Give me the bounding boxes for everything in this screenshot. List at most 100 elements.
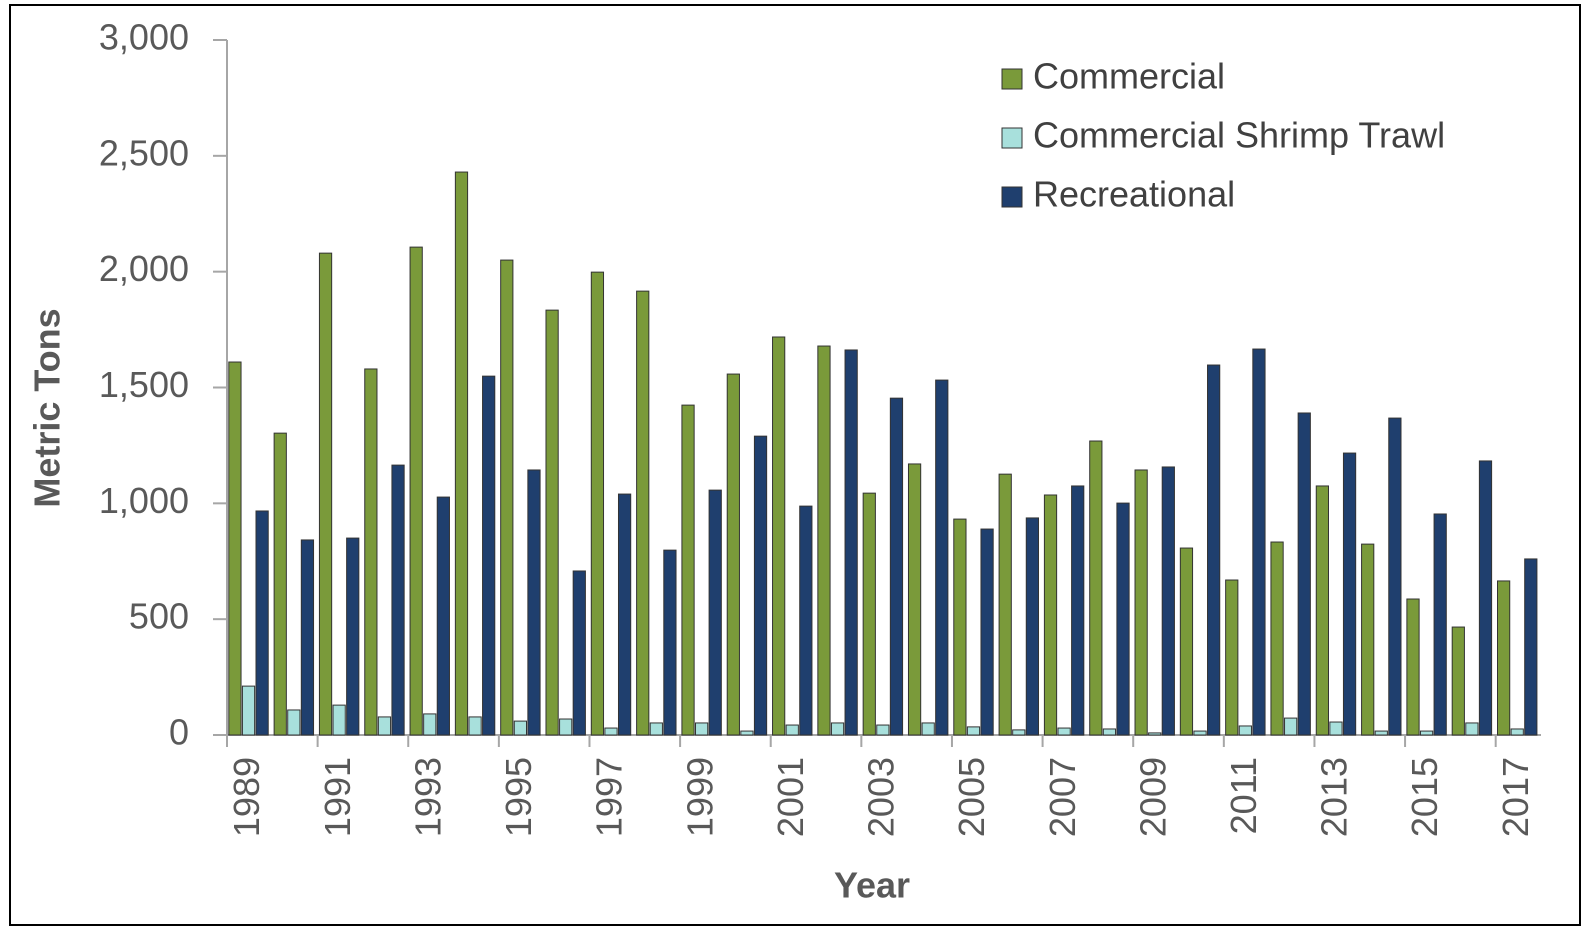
bar bbox=[1161, 466, 1175, 736]
bar bbox=[1478, 460, 1493, 736]
bar bbox=[1374, 730, 1388, 736]
bar bbox=[1524, 558, 1538, 736]
bar bbox=[1089, 440, 1103, 736]
bar bbox=[409, 246, 423, 736]
frame bbox=[9, 4, 1581, 926]
bar bbox=[785, 724, 799, 736]
bar bbox=[1252, 348, 1266, 736]
bar bbox=[391, 464, 405, 736]
bar bbox=[889, 397, 904, 736]
bar bbox=[559, 718, 573, 736]
bar bbox=[772, 336, 786, 736]
bar bbox=[228, 361, 242, 736]
x-tick-label: 2003 bbox=[861, 757, 902, 837]
bar bbox=[1433, 513, 1447, 736]
bar bbox=[907, 463, 922, 736]
bar bbox=[1497, 580, 1511, 736]
bar bbox=[1406, 598, 1420, 736]
legend-swatch bbox=[1001, 68, 1023, 90]
bar bbox=[346, 537, 360, 736]
bar bbox=[1388, 417, 1402, 736]
bar bbox=[590, 271, 605, 736]
y-tick-label: 2,000 bbox=[99, 248, 189, 289]
bar bbox=[1071, 485, 1085, 736]
bar bbox=[513, 720, 528, 736]
bar bbox=[377, 716, 392, 736]
bar bbox=[1116, 502, 1130, 736]
x-tick-label: 2009 bbox=[1132, 757, 1173, 837]
bar bbox=[663, 549, 677, 736]
bar bbox=[500, 259, 514, 736]
bar bbox=[1012, 729, 1026, 736]
bar bbox=[1025, 517, 1040, 736]
bar bbox=[966, 726, 981, 736]
x-axis-title: Year bbox=[834, 865, 910, 906]
bar bbox=[980, 528, 994, 736]
bar bbox=[830, 722, 845, 736]
bar bbox=[1297, 412, 1311, 736]
bar bbox=[1329, 721, 1343, 736]
bar bbox=[844, 349, 858, 736]
bar bbox=[604, 727, 618, 736]
bar bbox=[1315, 485, 1329, 736]
bar bbox=[1270, 541, 1284, 736]
x-tick-label: 1999 bbox=[679, 757, 720, 837]
bar bbox=[1342, 452, 1357, 736]
bar bbox=[1419, 730, 1434, 736]
legend-label: Recreational bbox=[1033, 174, 1235, 215]
bar bbox=[753, 435, 768, 736]
y-tick-label: 500 bbox=[129, 596, 189, 637]
bar bbox=[436, 496, 450, 736]
bar bbox=[1207, 364, 1221, 736]
bar bbox=[799, 505, 813, 736]
bar bbox=[1465, 722, 1479, 736]
bar bbox=[817, 345, 831, 736]
x-tick-label: 2011 bbox=[1223, 757, 1264, 834]
bar bbox=[468, 716, 482, 736]
bar bbox=[935, 379, 949, 736]
x-tick-label: 2015 bbox=[1404, 757, 1445, 837]
x-tick-label: 2013 bbox=[1314, 757, 1355, 837]
legend-swatch bbox=[1001, 186, 1023, 208]
bar bbox=[695, 722, 709, 736]
bar bbox=[318, 252, 333, 736]
bar bbox=[636, 290, 650, 736]
y-tick-label: 1,500 bbox=[99, 364, 189, 405]
bar bbox=[482, 375, 496, 736]
bar bbox=[862, 492, 876, 736]
bar bbox=[1134, 469, 1148, 736]
bar bbox=[649, 722, 663, 736]
legend-label: Commercial Shrimp Trawl bbox=[1033, 115, 1445, 156]
bar bbox=[1510, 728, 1524, 736]
bar bbox=[708, 489, 722, 736]
x-tick-label: 2005 bbox=[951, 757, 992, 837]
bar bbox=[998, 473, 1012, 736]
bar bbox=[300, 539, 315, 736]
x-tick-label: 1997 bbox=[589, 757, 630, 837]
bar bbox=[726, 373, 740, 736]
bar bbox=[241, 685, 256, 736]
x-tick-label: 1991 bbox=[317, 757, 358, 837]
y-tick-label: 0 bbox=[169, 712, 189, 753]
legend-swatch bbox=[1001, 127, 1023, 149]
bar bbox=[876, 724, 890, 736]
x-tick-label: 1995 bbox=[498, 757, 539, 837]
bar bbox=[740, 730, 754, 736]
x-tick-label: 2001 bbox=[770, 757, 811, 837]
y-tick-label: 2,500 bbox=[99, 132, 189, 173]
bar bbox=[921, 722, 935, 736]
legend-label: Commercial bbox=[1033, 56, 1225, 97]
bar bbox=[454, 171, 469, 736]
bar bbox=[1238, 725, 1252, 736]
bar bbox=[527, 469, 541, 736]
bar bbox=[1179, 547, 1194, 736]
bar bbox=[1043, 494, 1058, 736]
bar bbox=[255, 510, 269, 736]
y-tick-label: 1,000 bbox=[99, 480, 189, 521]
bar bbox=[681, 404, 695, 736]
x-tick-label: 1989 bbox=[226, 757, 267, 837]
bar bbox=[332, 704, 346, 736]
bar bbox=[1148, 732, 1162, 736]
bar bbox=[1057, 727, 1071, 736]
